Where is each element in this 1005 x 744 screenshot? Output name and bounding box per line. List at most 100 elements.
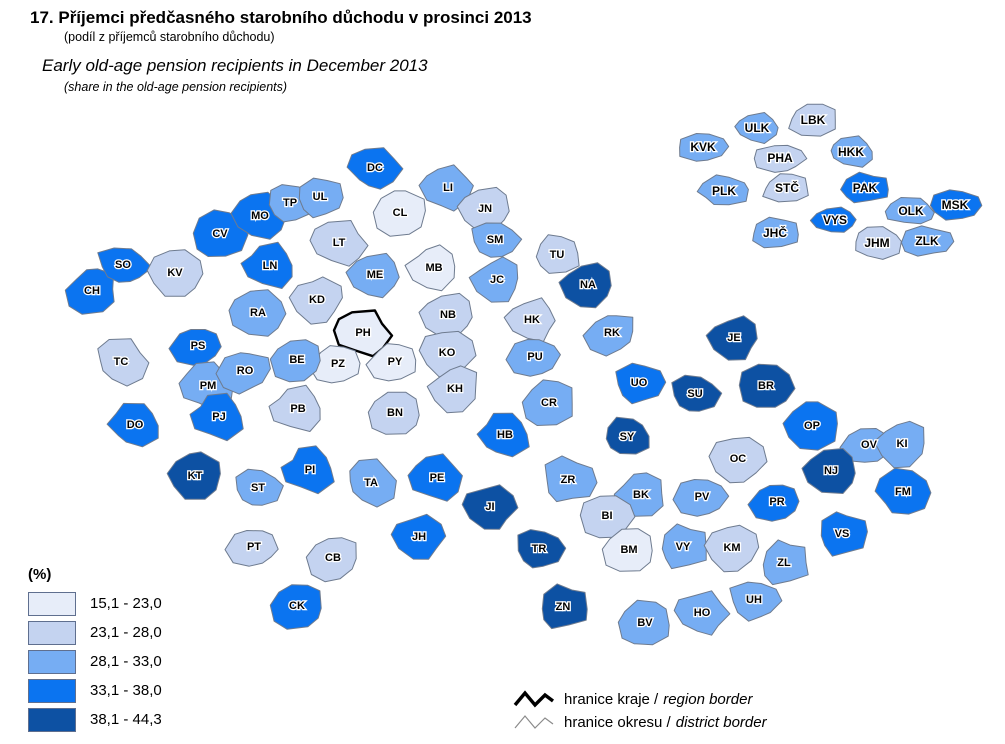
district-label-BK: BK bbox=[633, 489, 649, 501]
district-label-KT: KT bbox=[188, 470, 203, 482]
district-label-TU: TU bbox=[550, 249, 565, 261]
district-label-BM: BM bbox=[620, 544, 637, 556]
district-border-label: hranice okresu / district border bbox=[564, 714, 767, 731]
legend-row-5: 38,1 - 44,3 bbox=[28, 705, 162, 734]
district-BN bbox=[367, 391, 420, 435]
district-JH bbox=[390, 513, 447, 560]
district-OC bbox=[708, 436, 768, 484]
district-PU bbox=[505, 339, 561, 377]
region-label-PAK: PAK bbox=[853, 181, 878, 195]
district-label-ZL: ZL bbox=[777, 557, 791, 569]
district-LT bbox=[309, 220, 369, 267]
legend-row-4: 33,1 - 38,0 bbox=[28, 676, 162, 705]
district-label-HB: HB bbox=[497, 429, 513, 441]
legend-label-3: 28,1 - 33,0 bbox=[90, 653, 162, 670]
district-NA bbox=[558, 262, 612, 309]
district-label-JC: JC bbox=[490, 274, 504, 286]
district-KV bbox=[146, 249, 204, 297]
district-label-ZN: ZN bbox=[556, 601, 571, 613]
district-BR bbox=[738, 363, 796, 408]
district-label-HO: HO bbox=[694, 607, 711, 619]
region-border-legend-row: hranice kraje / region border bbox=[512, 688, 767, 711]
district-KI bbox=[873, 420, 925, 469]
district-label-UL: UL bbox=[313, 191, 328, 203]
legend-swatch-1 bbox=[28, 591, 76, 616]
legend-unit-label: (%) bbox=[28, 566, 52, 583]
district-label-PH: PH bbox=[355, 327, 370, 339]
district-label-PY: PY bbox=[388, 356, 403, 368]
district-PR bbox=[747, 484, 800, 522]
district-label-FM: FM bbox=[895, 486, 911, 498]
district-label-JN: JN bbox=[478, 203, 492, 215]
district-label-BN: BN bbox=[387, 407, 403, 419]
district-label-UH: UH bbox=[746, 594, 762, 606]
district-label-CB: CB bbox=[325, 552, 341, 564]
district-PY bbox=[365, 343, 417, 382]
title-english: Early old-age pension recipients in Dece… bbox=[42, 56, 428, 75]
district-label-DC: DC bbox=[367, 162, 383, 174]
legend-label-1: 15,1 - 23,0 bbox=[90, 595, 162, 612]
district-label-KH: KH bbox=[447, 383, 463, 395]
district-label-ME: ME bbox=[367, 269, 384, 281]
district-SU bbox=[671, 374, 723, 412]
district-label-RO: RO bbox=[237, 365, 254, 377]
district-HB bbox=[476, 412, 530, 458]
region-label-PHA: PHA bbox=[767, 151, 793, 165]
region-LBK bbox=[788, 103, 836, 137]
district-ME bbox=[345, 252, 400, 299]
district-CH bbox=[64, 268, 115, 315]
district-BM bbox=[601, 528, 653, 572]
district-label-VY: VY bbox=[676, 541, 691, 553]
district-label-OV: OV bbox=[861, 439, 878, 451]
district-label-SO: SO bbox=[115, 259, 131, 271]
main-district-map: CH SO KV CV MO TP UL DC LN LT RA CL LI JN SM TU NA JC MB ME… bbox=[64, 147, 932, 646]
legend-swatch-3 bbox=[28, 649, 76, 674]
district-SY bbox=[605, 416, 650, 455]
district-label-MB: MB bbox=[425, 262, 442, 274]
district-label-OC: OC bbox=[730, 453, 747, 465]
district-JC bbox=[468, 256, 519, 303]
district-ZL bbox=[762, 539, 809, 586]
region-label-STČ: STČ bbox=[775, 180, 799, 195]
district-label-HK: HK bbox=[524, 314, 540, 326]
district-label-ZR: ZR bbox=[561, 474, 576, 486]
district-label-JE: JE bbox=[727, 332, 740, 344]
district-label-KD: KD bbox=[309, 294, 325, 306]
district-label-CR: CR bbox=[541, 397, 557, 409]
district-TA bbox=[349, 458, 397, 508]
region-label-ULK: ULK bbox=[745, 121, 770, 135]
district-PS bbox=[168, 329, 222, 366]
region-label-MSK: MSK bbox=[942, 198, 969, 212]
region-PHA bbox=[753, 144, 808, 173]
region-PAK bbox=[840, 171, 889, 204]
district-label-TC: TC bbox=[114, 356, 129, 368]
border-legend: hranice kraje / region border hranice okr… bbox=[512, 688, 767, 734]
legend-row-1: 15,1 - 23,0 bbox=[28, 589, 162, 618]
district-label-PB: PB bbox=[290, 403, 305, 415]
district-KH bbox=[426, 365, 478, 414]
district-UO bbox=[615, 362, 667, 405]
district-UL bbox=[298, 177, 344, 219]
district-label-DO: DO bbox=[127, 419, 144, 431]
district-label-PT: PT bbox=[247, 541, 261, 553]
legend-label-5: 38,1 - 44,3 bbox=[90, 711, 162, 728]
region-label-HKK: HKK bbox=[838, 145, 864, 159]
district-label-KI: KI bbox=[897, 438, 908, 450]
district-label-KM: KM bbox=[723, 542, 740, 554]
district-label-ST: ST bbox=[251, 482, 265, 494]
legend-swatch-4 bbox=[28, 678, 76, 703]
district-label-CL: CL bbox=[393, 207, 408, 219]
district-label-UO: UO bbox=[631, 377, 648, 389]
district-RA bbox=[228, 289, 287, 337]
district-PE bbox=[407, 453, 463, 502]
district-label-CV: CV bbox=[212, 228, 228, 240]
region-label-OLK: OLK bbox=[898, 204, 924, 218]
district-label-PE: PE bbox=[430, 472, 445, 484]
district-PI bbox=[280, 445, 335, 495]
region-JHČ bbox=[752, 216, 799, 249]
subtitle-czech: (podíl z příjemců starobního důchodu) bbox=[64, 30, 275, 44]
district-label-PI: PI bbox=[305, 464, 315, 476]
district-PJ bbox=[189, 392, 244, 442]
district-RO bbox=[215, 352, 271, 395]
district-border-icon bbox=[514, 714, 554, 729]
